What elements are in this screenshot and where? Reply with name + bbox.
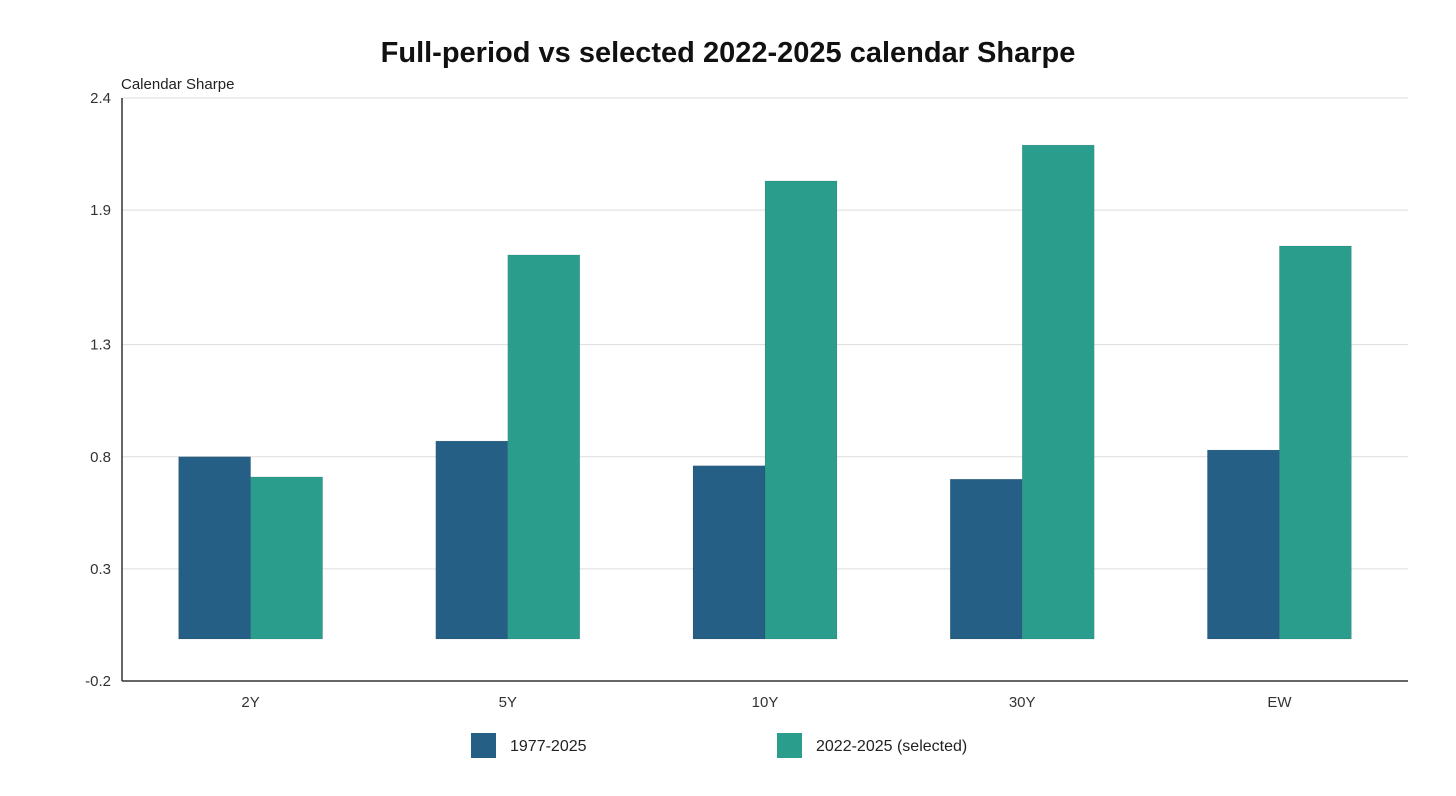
bar-2y-series-2 (250, 476, 323, 640)
bar-10y-series-2 (764, 180, 838, 640)
bar-ew-series-1 (1207, 449, 1280, 640)
x-tick-label: 5Y (499, 694, 517, 711)
y-tick-label: 2.4 (90, 90, 111, 107)
bar-30y-series-1 (949, 478, 1023, 640)
legend-label: 1977-2025 (510, 738, 587, 755)
y-axis-label: Calendar Sharpe (121, 76, 234, 93)
y-tick-label: 0.3 (90, 561, 111, 578)
legend: 1977-2025 2022-2025 (selected) (471, 733, 967, 758)
bar-ew-series-2 (1279, 245, 1352, 640)
bar-5y-series-1 (435, 440, 509, 640)
y-tick-label: 0.8 (90, 449, 111, 466)
x-tick-label: 2Y (241, 694, 259, 711)
x-tick-label: 10Y (752, 694, 779, 711)
bars (178, 144, 1352, 640)
legend-swatch (471, 733, 496, 758)
y-tick-label: -0.2 (85, 673, 111, 690)
y-tick-labels: -0.2 0.3 0.8 1.3 1.9 2.4 (85, 90, 111, 690)
chart-title: Full-period vs selected 2022-2025 calend… (381, 37, 1076, 69)
bar-30y-series-2 (1021, 144, 1095, 640)
bar-2y-series-1 (178, 456, 251, 640)
x-tick-label: EW (1267, 694, 1292, 711)
axes (121, 98, 1408, 682)
bar-5y-series-2 (507, 254, 581, 640)
x-tick-label: 30Y (1009, 694, 1036, 711)
x-tick-labels: 2Y 5Y 10Y 30Y EW (241, 694, 1292, 711)
legend-swatch (777, 733, 802, 758)
bar-10y-series-1 (692, 465, 766, 640)
legend-label: 2022-2025 (selected) (816, 738, 967, 755)
y-tick-label: 1.9 (90, 202, 111, 219)
y-tick-label: 1.3 (90, 337, 111, 354)
